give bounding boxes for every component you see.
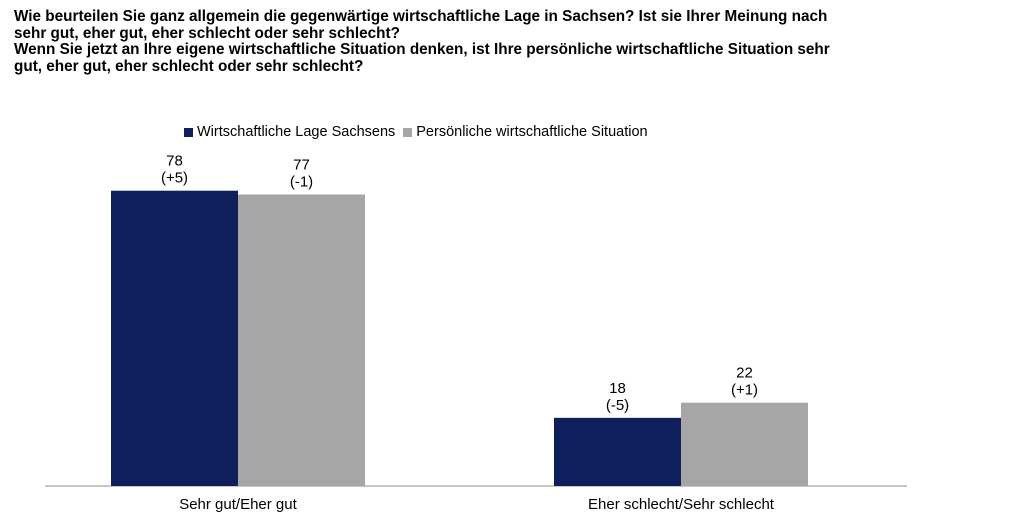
- legend-swatch-persoenlich: [403, 127, 413, 137]
- data-label-value: 78: [166, 153, 183, 170]
- data-label-change: (+5): [161, 170, 188, 187]
- legend-label-persoenlich: Persönliche wirtschaftliche Situation: [416, 124, 648, 140]
- data-label-value: 77: [293, 156, 310, 173]
- chart-legend: Wirtschaftliche Lage Sachsens Persönlich…: [184, 123, 656, 141]
- title-line: sehr gut, eher gut, eher schlecht oder s…: [14, 24, 400, 42]
- data-label-value: 18: [609, 380, 626, 397]
- bar-persoenlich-0: [238, 194, 365, 486]
- x-tick-label: Sehr gut/Eher gut: [179, 496, 297, 513]
- bar-sachsen-0: [111, 190, 238, 486]
- title-line: Wie beurteilen Sie ganz allgemein die ge…: [14, 8, 828, 25]
- chart-title: Wie beurteilen Sie ganz allgemein die ge…: [14, 8, 1004, 75]
- data-label-change: (-5): [606, 397, 629, 414]
- bar-sachsen-1: [554, 417, 681, 486]
- bar-persoenlich-1: [681, 402, 808, 486]
- legend-item-sachsen: Wirtschaftliche Lage Sachsens: [184, 124, 395, 140]
- data-label-change: (-1): [290, 173, 313, 190]
- legend-item-persoenlich: Persönliche wirtschaftliche Situation: [403, 124, 648, 140]
- legend-label-sachsen: Wirtschaftliche Lage Sachsens: [197, 124, 396, 140]
- title-line: gut, eher gut, eher schlecht oder sehr s…: [14, 57, 364, 75]
- x-tick-label: Eher schlecht/Sehr schlecht: [588, 496, 775, 513]
- title-line: Wenn Sie jetzt an Ihre eigene wirtschaft…: [14, 41, 830, 58]
- data-label-value: 22: [736, 365, 753, 382]
- legend-swatch-sachsen: [184, 127, 193, 137]
- data-label-change: (+1): [731, 382, 758, 399]
